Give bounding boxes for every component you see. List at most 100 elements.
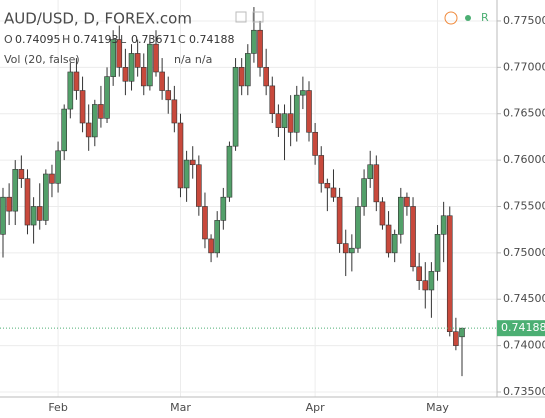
candle-body xyxy=(6,196,12,212)
candle-body xyxy=(287,113,294,133)
candle-body xyxy=(55,150,61,184)
y-tick-label: 0.75500 xyxy=(503,199,545,212)
ohlc-value: 0.74188 xyxy=(189,33,235,46)
candle-body xyxy=(128,53,135,82)
candle-body xyxy=(67,71,74,110)
candle-body xyxy=(208,238,214,254)
candle-body xyxy=(30,206,37,226)
x-tick-label: Feb xyxy=(48,401,67,414)
candle-body xyxy=(275,113,282,128)
y-tick-label: 0.76500 xyxy=(503,107,545,120)
candle-body xyxy=(367,164,374,179)
candle-body xyxy=(159,71,165,91)
candle-body xyxy=(165,90,172,101)
y-tick-label: 0.73500 xyxy=(503,385,545,398)
candle-body xyxy=(104,76,110,119)
candle-body xyxy=(257,29,263,68)
y-tick-label: 0.77500 xyxy=(503,14,545,27)
last-price-box xyxy=(497,320,545,337)
candle-body xyxy=(385,224,392,254)
candle-body xyxy=(416,266,422,281)
candle-body xyxy=(24,178,31,226)
candle-body xyxy=(98,104,104,119)
grid xyxy=(0,0,497,397)
candle-body xyxy=(312,131,318,156)
candle-body xyxy=(122,67,129,82)
x-tick-label: Mar xyxy=(170,401,191,414)
candle-body xyxy=(349,247,355,254)
candle-body xyxy=(196,164,202,207)
candle-body xyxy=(404,196,410,207)
candle-body xyxy=(422,280,429,291)
ohlc-key: H xyxy=(62,33,70,46)
candle-body xyxy=(251,29,257,54)
candle-body xyxy=(245,53,251,87)
last-price-label: 0.74188 xyxy=(501,321,545,334)
candle-body xyxy=(171,99,178,124)
candle-body xyxy=(446,215,453,332)
y-tick-label: 0.74500 xyxy=(503,292,545,305)
candle-body xyxy=(238,67,245,87)
ohlc-legend: O 0.74095 H 0.74193 L 0.73671 C 0.74188 xyxy=(4,33,235,46)
candle-body xyxy=(428,271,435,291)
candle-body xyxy=(12,169,19,212)
candle-body xyxy=(281,113,288,128)
ohlc-value: 0.73671 xyxy=(131,33,177,46)
candle-body xyxy=(324,182,331,189)
candle-body xyxy=(189,159,196,166)
alert-icon[interactable] xyxy=(444,11,458,25)
candle-body xyxy=(140,67,147,87)
candle-body xyxy=(355,206,361,249)
settings-icon[interactable] xyxy=(252,11,264,23)
candle-body xyxy=(183,159,190,189)
ohlc-value: 0.74193 xyxy=(73,33,119,46)
candle-body xyxy=(361,178,367,207)
candle-body xyxy=(92,104,98,138)
y-tick-label: 0.77000 xyxy=(503,60,545,73)
volume-values: n/a n/a xyxy=(174,53,212,66)
candle-body xyxy=(85,122,92,138)
candle-body xyxy=(379,201,386,226)
settings-icon[interactable] xyxy=(235,11,247,23)
candle-body xyxy=(43,173,49,221)
candle-body xyxy=(300,90,306,96)
candle-body xyxy=(202,206,208,240)
x-tick-label: Apr xyxy=(306,401,326,414)
ohlc-key: O xyxy=(4,33,13,46)
candle-body xyxy=(293,94,300,133)
candle-body xyxy=(410,206,416,268)
candle-body xyxy=(18,169,25,179)
chart-title: AUD/USD, D, FOREX.com xyxy=(4,10,192,28)
candle-body xyxy=(263,67,269,87)
candle-body xyxy=(220,196,227,221)
candle-body xyxy=(214,220,220,254)
candle-body xyxy=(134,53,141,68)
candle-body xyxy=(373,164,380,203)
candle-body xyxy=(391,234,398,254)
candle-body xyxy=(61,108,68,152)
candle-body xyxy=(79,90,86,124)
volume-label: Vol (20, false) xyxy=(4,53,80,66)
ohlc-value: 0.74095 xyxy=(15,33,61,46)
candle-body xyxy=(306,90,312,133)
candle-body xyxy=(336,196,343,244)
candle-body xyxy=(49,173,55,184)
y-tick-label: 0.75000 xyxy=(503,246,545,259)
realtime-flag: R xyxy=(481,11,489,24)
candle-body xyxy=(232,67,239,147)
candle-body xyxy=(330,187,337,198)
ohlc-key: L xyxy=(120,33,127,46)
candle-body xyxy=(459,327,465,338)
candle-body xyxy=(318,155,325,184)
candle-body xyxy=(453,331,459,346)
candle-body xyxy=(434,234,441,272)
ohlc-key: C xyxy=(178,33,186,46)
x-tick-label: May xyxy=(426,401,449,414)
candles xyxy=(0,7,465,377)
candle-body xyxy=(110,39,116,77)
candle-body xyxy=(36,206,43,221)
y-tick-label: 0.76000 xyxy=(503,153,545,166)
candle-body xyxy=(73,71,80,91)
